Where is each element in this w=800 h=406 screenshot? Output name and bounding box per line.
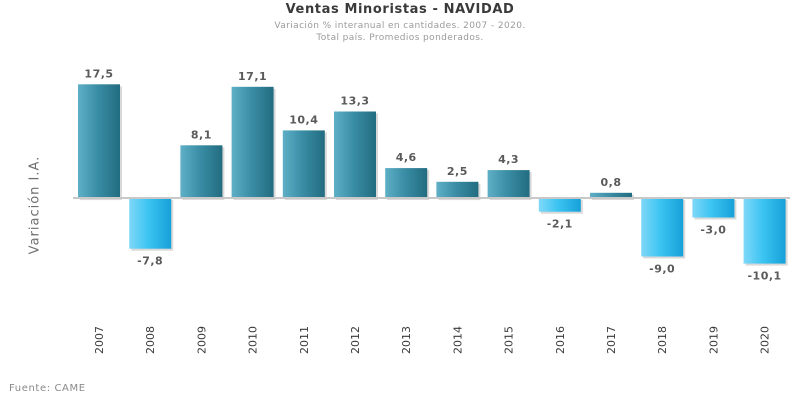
x-tick-label-2009: 2009 [195, 326, 208, 354]
bar-2010 [231, 86, 274, 198]
x-tick-label-2007: 2007 [93, 326, 106, 354]
chart-subtitle-line-1: Variación % interanual en cantidades. 20… [274, 21, 526, 31]
value-label-2013: 4,6 [396, 151, 417, 164]
bar-2016 [538, 198, 581, 212]
x-tick-label-2010: 2010 [247, 326, 260, 354]
bar-2007 [78, 84, 120, 199]
bar-2018 [641, 198, 684, 257]
bar-2020 [743, 198, 786, 264]
value-label-2008: -7,8 [137, 255, 163, 268]
value-label-2016: -2,1 [547, 218, 573, 231]
x-tick-label-2008: 2008 [144, 326, 157, 354]
x-tick-label-2019: 2019 [707, 326, 720, 354]
x-tick-label-2016: 2016 [554, 326, 567, 354]
bar-2014 [436, 181, 479, 199]
x-tick-label-2017: 2017 [605, 326, 618, 354]
bar-2013 [385, 168, 428, 198]
bar-2008 [129, 198, 172, 249]
value-label-2015: 4,3 [498, 153, 519, 166]
value-label-2012: 13,3 [340, 95, 369, 108]
value-label-2014: 2,5 [447, 165, 468, 178]
x-tick-label-2012: 2012 [349, 326, 362, 354]
value-label-2011: 10,4 [289, 113, 318, 126]
value-label-2018: -9,0 [649, 263, 675, 276]
value-label-2009: 8,1 [191, 128, 212, 141]
x-tick-label-2018: 2018 [656, 326, 669, 354]
x-tick-label-2020: 2020 [759, 326, 772, 354]
bar-chart: 17,5 2007 -7,8 2008 8,1 2009 17,1 2010 10,4 2011 1… [73, 67, 790, 354]
bar-2015 [487, 170, 530, 198]
bar-2011 [282, 130, 325, 198]
value-label-2010: 17,1 [238, 70, 267, 83]
chart-subtitle-line-2: Total país. Promedios ponderados. [316, 33, 484, 43]
chart-title: Ventas Minoristas - NAVIDAD [285, 2, 515, 17]
value-label-2007: 17,5 [84, 67, 113, 80]
value-label-2017: 0,8 [601, 176, 622, 189]
x-tick-label-2011: 2011 [298, 326, 311, 354]
x-tick-label-2014: 2014 [451, 326, 464, 354]
bar-2009 [180, 145, 223, 198]
bar-2017 [590, 192, 632, 198]
value-label-2019: -3,0 [700, 224, 726, 237]
source-note: Fuente: CAME [9, 383, 86, 394]
x-tick-label-2013: 2013 [400, 326, 413, 354]
bar-2019 [692, 198, 735, 218]
value-label-2020: -10,1 [747, 270, 781, 283]
x-tick-label-2015: 2015 [503, 326, 516, 354]
bar-2012 [334, 111, 376, 198]
